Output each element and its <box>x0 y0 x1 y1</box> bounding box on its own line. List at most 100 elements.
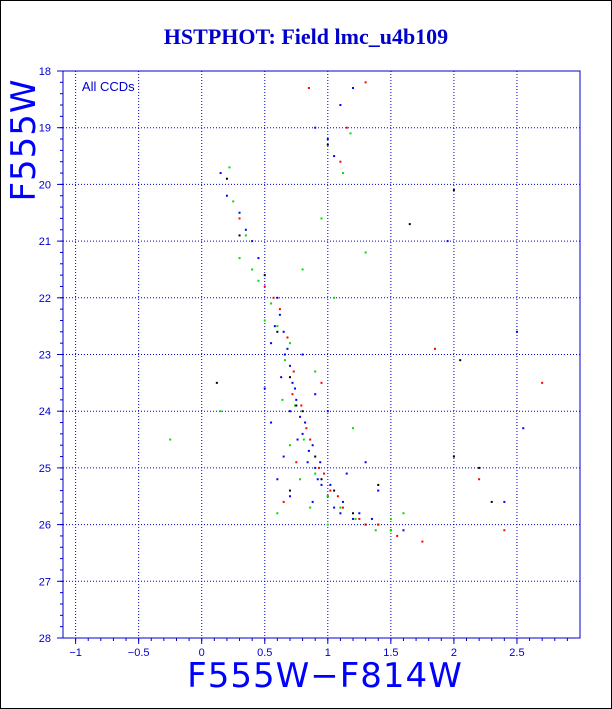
data-point <box>283 353 286 356</box>
data-point <box>320 478 323 481</box>
data-point <box>263 274 266 277</box>
data-point <box>257 257 260 260</box>
data-point <box>307 449 310 452</box>
y-tick-label: 27 <box>39 576 51 588</box>
data-point <box>282 330 285 333</box>
data-point <box>336 495 339 498</box>
data-point <box>345 472 348 475</box>
data-point <box>251 268 254 271</box>
data-point <box>215 381 218 384</box>
data-point <box>402 512 405 515</box>
data-point <box>301 268 304 271</box>
x-tick-label: 2 <box>451 647 457 659</box>
data-point <box>339 512 342 515</box>
data-point <box>314 455 317 458</box>
tick-labels: −1 −0.5 0 0.5 1 1.5 2 2.5 18 19 20 21 22 23 24 25 26 27 28 <box>39 66 525 659</box>
data-point <box>503 529 506 532</box>
data-point <box>408 223 411 226</box>
data-point <box>276 478 279 481</box>
data-point <box>299 478 302 481</box>
data-point <box>333 506 336 509</box>
data-point <box>288 495 291 498</box>
data-point <box>270 421 273 424</box>
data-point <box>219 172 222 175</box>
data-point <box>311 500 314 503</box>
data-point <box>244 234 247 237</box>
data-point <box>300 404 303 407</box>
data-point <box>270 302 273 305</box>
data-point <box>522 427 525 430</box>
x-tick-label: 0.5 <box>257 647 272 659</box>
data-point <box>333 489 336 492</box>
data-point <box>326 143 329 146</box>
data-point <box>503 500 506 503</box>
data-point <box>341 172 344 175</box>
data-point <box>219 410 222 413</box>
data-point <box>314 126 317 129</box>
x-tick-label: 1 <box>325 647 331 659</box>
data-point <box>263 285 266 288</box>
data-point <box>374 529 377 532</box>
data-point <box>299 415 302 418</box>
data-point <box>541 381 544 384</box>
data-point <box>238 217 241 220</box>
data-point <box>263 319 266 322</box>
data-point <box>169 438 172 441</box>
data-point <box>333 155 336 158</box>
data-point <box>377 523 380 526</box>
x-axis-label: F555W−F814W <box>187 656 463 696</box>
data-point <box>352 517 355 520</box>
data-point <box>309 506 312 509</box>
data-point <box>291 381 294 384</box>
data-point <box>314 393 317 396</box>
data-point <box>307 87 310 90</box>
data-point <box>459 359 462 362</box>
data-point <box>490 500 493 503</box>
data-point <box>302 438 305 441</box>
data-point <box>316 478 319 481</box>
data-point <box>341 500 344 503</box>
data-point <box>311 444 314 447</box>
data-point <box>326 410 329 413</box>
data-point <box>352 512 355 515</box>
data-point <box>272 296 275 299</box>
data-point <box>333 296 336 299</box>
data-point <box>304 421 307 424</box>
data-point <box>286 347 289 350</box>
data-point <box>238 257 241 260</box>
data-point <box>515 330 518 333</box>
data-point <box>276 325 279 328</box>
data-point <box>314 472 317 475</box>
data-point <box>225 177 228 180</box>
data-point <box>364 81 367 84</box>
data-point <box>377 489 380 492</box>
x-tick-label: 2.5 <box>509 647 524 659</box>
chart-title: HSTPHOT: Field lmc_u4b109 <box>163 24 449 49</box>
data-point <box>326 523 329 526</box>
tick-marks <box>57 70 568 644</box>
data-point <box>270 342 273 345</box>
y-tick-label: 25 <box>39 463 51 475</box>
data-point <box>286 336 289 339</box>
x-tick-label: −1 <box>69 647 82 659</box>
data-point <box>276 330 279 333</box>
data-point <box>402 529 405 532</box>
data-point <box>278 313 281 316</box>
data-point <box>288 342 291 345</box>
data-point <box>295 461 298 464</box>
data-point <box>278 308 281 311</box>
data-point <box>288 444 291 447</box>
y-tick-label: 28 <box>39 633 51 645</box>
data-point <box>314 370 317 373</box>
x-tick-label: 0 <box>199 647 205 659</box>
data-point <box>314 466 317 469</box>
data-point <box>281 398 284 401</box>
data-point <box>329 489 332 492</box>
data-point <box>358 512 361 515</box>
x-tick-label: −0.5 <box>128 647 150 659</box>
data-point <box>358 517 361 520</box>
data-point <box>326 138 329 141</box>
data-point <box>251 240 254 243</box>
data-point <box>478 466 481 469</box>
